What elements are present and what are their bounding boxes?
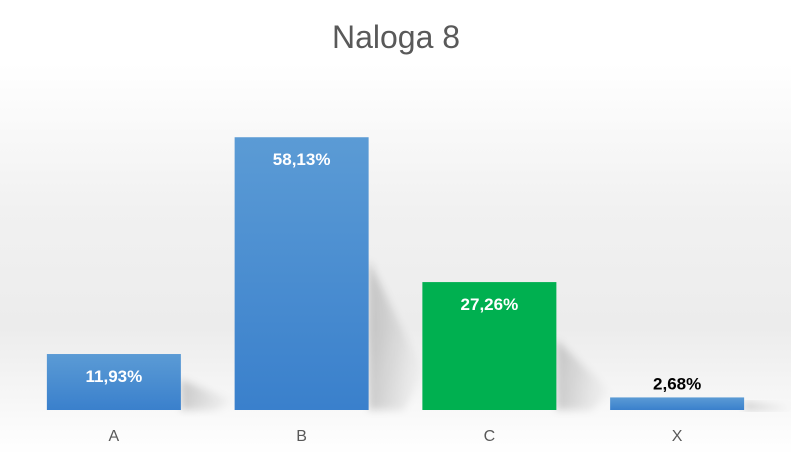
data-labels: 11,93% 58,13% 27,26% 2,68% (86, 150, 702, 393)
bar-a (46, 354, 181, 410)
bar-shadow-c (556, 339, 612, 410)
x-tick-label-c: C (484, 428, 496, 445)
bar-shadow-x (744, 402, 791, 410)
x-tick-label-b: B (296, 428, 307, 445)
data-label-a: 11,93% (86, 367, 143, 386)
data-label-x: 2,68% (653, 374, 701, 393)
x-tick-label-a: A (109, 428, 120, 445)
bar-shadow-b (368, 259, 424, 410)
bar-shadow-a (180, 379, 236, 410)
bars (46, 137, 745, 411)
x-tick-label-x: X (672, 428, 683, 445)
bar-c (422, 282, 557, 410)
bar-x (610, 397, 745, 410)
bar-b (234, 137, 369, 411)
chart-title: Naloga 8 (332, 19, 460, 55)
bar-shadows (180, 259, 791, 410)
data-label-b: 58,13% (273, 150, 331, 169)
data-label-c: 27,26% (461, 295, 519, 314)
